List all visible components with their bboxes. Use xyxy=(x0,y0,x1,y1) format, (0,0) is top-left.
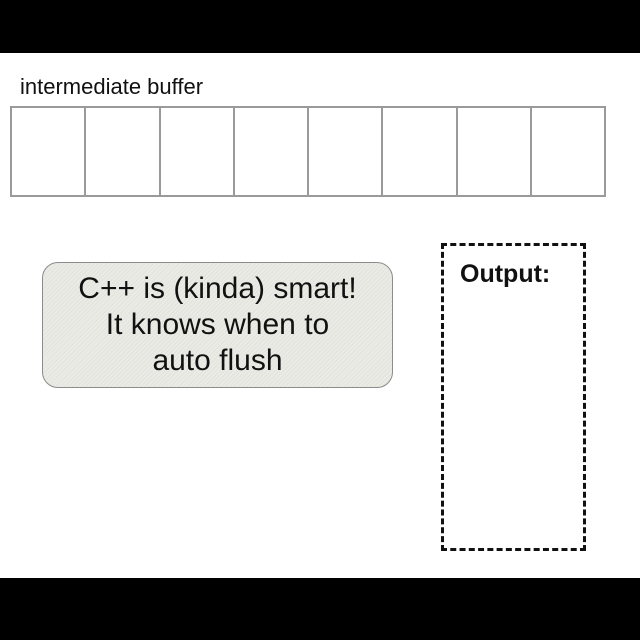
buffer-cell xyxy=(235,108,309,195)
callout-line: It knows when to xyxy=(105,308,330,341)
callout-text: C++ is (kinda) smart! It knows when to a… xyxy=(78,271,356,379)
buffer-cell xyxy=(86,108,161,195)
buffer-cell xyxy=(309,108,384,195)
output-box: Output: xyxy=(441,243,586,551)
buffer-cell xyxy=(161,108,235,195)
buffer-cell xyxy=(458,108,532,195)
buffer-cell xyxy=(12,108,87,195)
output-label: Output: xyxy=(460,260,551,288)
buffer-cell xyxy=(532,108,604,195)
buffer-label: intermediate buffer xyxy=(20,74,204,99)
callout-note: C++ is (kinda) smart! It knows when to a… xyxy=(42,262,393,388)
callout-line: auto flush xyxy=(152,344,283,377)
intermediate-buffer xyxy=(10,106,606,197)
callout-line: C++ is (kinda) smart! xyxy=(78,272,357,305)
buffer-cell xyxy=(383,108,458,195)
